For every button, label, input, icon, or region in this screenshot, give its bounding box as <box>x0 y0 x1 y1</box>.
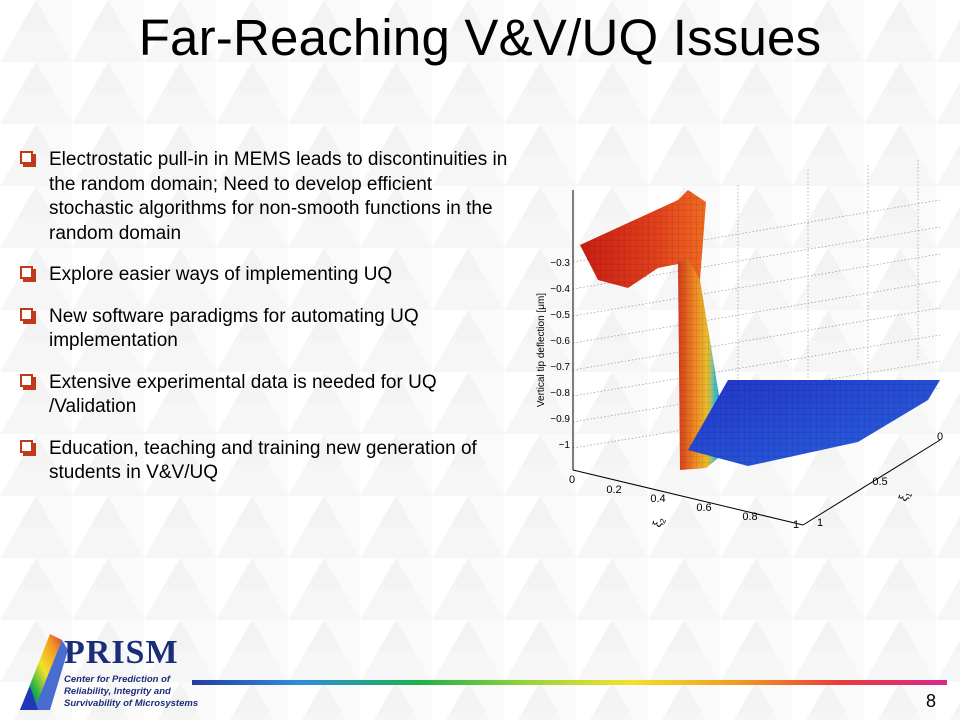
z-tick-label: −0.6 <box>550 336 570 347</box>
xi2-tick-label: 0.6 <box>696 502 711 514</box>
z-axis-label: Vertical tip deflection [μm] <box>536 293 547 407</box>
xi2-tick-label: 0.8 <box>742 511 757 523</box>
z-tick-label: −0.3 <box>550 258 570 269</box>
logo-tagline-line: Survivability of Microsystems <box>64 698 199 709</box>
bullet-text: Extensive experimental data is needed fo… <box>49 371 437 418</box>
bullet-box-icon <box>20 439 36 456</box>
logo-tagline-line: Reliability, Integrity and <box>64 686 171 697</box>
bullet-text: Electrostatic pull-in in MEMS leads to d… <box>49 149 508 244</box>
xi2-tick-labels: 0 0.2 0.4 0.6 0.8 1 <box>569 474 799 531</box>
z-tick-label: −0.4 <box>550 284 570 295</box>
bullet-box-icon <box>20 307 36 324</box>
page-number: 8 <box>925 691 936 711</box>
xi2-tick-label: 0.4 <box>650 493 665 505</box>
prism-logo-icon <box>20 634 68 710</box>
bullet-box-icon <box>20 266 36 282</box>
rainbow-divider <box>192 680 947 685</box>
bullet-text: New software paradigms for automating UQ… <box>49 305 419 352</box>
prism-logo: PRISM Center for Prediction of Reliabili… <box>16 630 198 714</box>
bullet-item: Education, teaching and training new gen… <box>20 437 520 486</box>
z-tick-label: −0.8 <box>550 388 570 399</box>
xi1-tick-label: 0.5 <box>872 476 887 488</box>
surface-plot-svg: −0.3 −0.4 −0.5 −0.6 −0.7 −0.8 −0.9 −1 Ve… <box>536 160 943 531</box>
xi1-tick-label: 1 <box>817 517 823 529</box>
z-tick-label: −0.7 <box>550 362 570 373</box>
z-tick-label: −0.9 <box>550 414 570 425</box>
z-tick-label: −0.5 <box>550 310 570 321</box>
z-tick-label: −1 <box>559 440 571 451</box>
xi2-axis-label: ξ2 <box>650 514 669 529</box>
logo-name: PRISM <box>64 634 179 671</box>
bullet-item: Extensive experimental data is needed fo… <box>20 371 520 420</box>
bullet-item: Electrostatic pull-in in MEMS leads to d… <box>20 148 520 246</box>
bullet-text: Education, teaching and training new gen… <box>49 437 477 484</box>
xi2-tick-label: 0 <box>569 474 575 486</box>
xi2-tick-label: 0.2 <box>606 484 621 496</box>
bullet-item: New software paradigms for automating UQ… <box>20 305 520 354</box>
slide-title: Far-Reaching V&V/UQ Issues <box>138 9 822 66</box>
plot-axes <box>572 190 941 526</box>
logo-tagline-line: Center for Prediction of <box>64 674 171 685</box>
bullet-box-icon <box>20 151 36 167</box>
bullet-item: Explore easier ways of implementing UQ <box>20 263 520 288</box>
surface-plot: −0.3 −0.4 −0.5 −0.6 −0.7 −0.8 −0.9 −1 Ve… <box>528 150 960 531</box>
xi1-tick-label: 0 <box>937 431 943 443</box>
xi1-axis-label: ξ1 <box>896 488 915 503</box>
logo-tagline: Center for Prediction of Reliability, In… <box>64 674 214 710</box>
xi1-tick-labels: 0 0.5 1 <box>817 431 943 529</box>
bullet-list: Electrostatic pull-in in MEMS leads to d… <box>20 148 520 503</box>
z-tick-labels: −0.3 −0.4 −0.5 −0.6 −0.7 −0.8 −0.9 −1 <box>550 258 570 451</box>
bullet-box-icon <box>20 373 36 390</box>
bullet-text: Explore easier ways of implementing UQ <box>49 264 393 285</box>
xi2-tick-label: 1 <box>793 519 799 530</box>
